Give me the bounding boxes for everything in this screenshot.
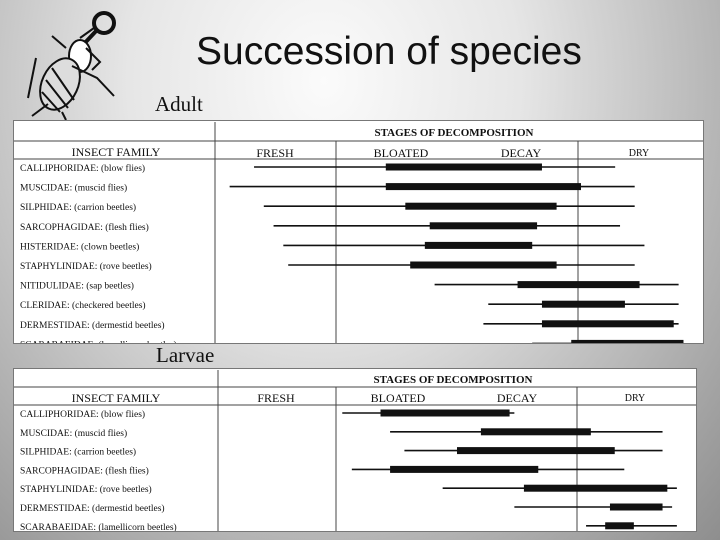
family-label: DERMESTIDAE: (dermestid beetles) [20, 320, 165, 331]
adult-decay-header: DECAY [501, 146, 542, 160]
larvae-stages-header: STAGES OF DECOMPOSITION [374, 374, 533, 386]
larvae-fresh-header: FRESH [257, 391, 295, 405]
adult-table-svg: STAGES OF DECOMPOSITION INSECT FAMILY FR… [14, 122, 703, 343]
family-label: SCARABAEIDAE: (lamellicorn beetles) [20, 522, 177, 531]
peak-abundance-bar [571, 339, 684, 343]
family-label: HISTERIDAE: (clown beetles) [20, 241, 139, 252]
fly-logo-icon [27, 11, 116, 120]
peak-abundance-bar [541, 300, 625, 308]
family-label: CLERIDAE: (checkered beetles) [20, 300, 146, 311]
family-label: MUSCIDAE: (muscid flies) [20, 183, 127, 194]
peak-abundance-bar [424, 241, 533, 249]
family-label: SCARABAEIDAE: (lamellicorn beetles) [20, 339, 177, 343]
larvae-decay-header: DECAY [497, 391, 538, 405]
peak-abundance-bar [609, 503, 663, 511]
peak-abundance-bar [385, 183, 581, 191]
larvae-family-header: INSECT FAMILY [72, 391, 161, 405]
adult-bloated-header: BLOATED [374, 146, 429, 160]
family-label: CALLIPHORIDAE: (blow flies) [20, 409, 145, 420]
peak-abundance-bar [429, 222, 538, 230]
larvae-table-svg: STAGES OF DECOMPOSITION INSECT FAMILY FR… [14, 370, 696, 531]
adult-dry-header: DRY [629, 148, 650, 159]
larvae-table: STAGES OF DECOMPOSITION INSECT FAMILY FR… [13, 368, 697, 532]
peak-abundance-bar [380, 409, 510, 417]
larvae-section-label: Larvae [156, 343, 215, 367]
larvae-dry-header: DRY [625, 393, 646, 404]
larvae-rows: CALLIPHORIDAE: (blow flies) MUSCIDAE: (mu… [20, 409, 677, 531]
family-label: SARCOPHAGIDAE: (flesh flies) [20, 465, 149, 476]
peak-abundance-bar [405, 202, 557, 210]
peak-abundance-bar [385, 163, 542, 171]
family-label: MUSCIDAE: (muscid flies) [20, 428, 127, 439]
adult-family-header: INSECT FAMILY [72, 145, 161, 159]
family-label: DERMESTIDAE: (dermestid beetles) [20, 503, 165, 514]
peak-abundance-bar [390, 465, 539, 473]
peak-abundance-bar [541, 320, 674, 328]
peak-abundance-bar [605, 522, 634, 530]
family-label: SARCOPHAGIDAE: (flesh flies) [20, 222, 149, 233]
adult-stages-header: STAGES OF DECOMPOSITION [375, 127, 534, 139]
peak-abundance-bar [523, 484, 668, 492]
peak-abundance-bar [480, 428, 591, 436]
family-label: SILPHIDAE: (carrion beetles) [20, 202, 136, 213]
slide-title: Succession of species [196, 30, 582, 73]
family-label: SILPHIDAE: (carrion beetles) [20, 447, 136, 458]
adult-rows: CALLIPHORIDAE: (blow flies) MUSCIDAE: (mu… [20, 163, 684, 343]
adult-section-label: Adult [155, 92, 203, 116]
peak-abundance-bar [517, 281, 640, 289]
adult-fresh-header: FRESH [256, 146, 294, 160]
family-label: STAPHYLINIDAE: (rove beetles) [20, 261, 152, 272]
family-label: CALLIPHORIDAE: (blow flies) [20, 163, 145, 174]
larvae-bloated-header: BLOATED [371, 391, 426, 405]
family-label: NITIDULIDAE: (sap beetles) [20, 281, 134, 292]
family-label: STAPHYLINIDAE: (rove beetles) [20, 484, 152, 495]
peak-abundance-bar [457, 447, 615, 455]
peak-abundance-bar [410, 261, 557, 269]
adult-table: STAGES OF DECOMPOSITION INSECT FAMILY FR… [13, 120, 704, 344]
